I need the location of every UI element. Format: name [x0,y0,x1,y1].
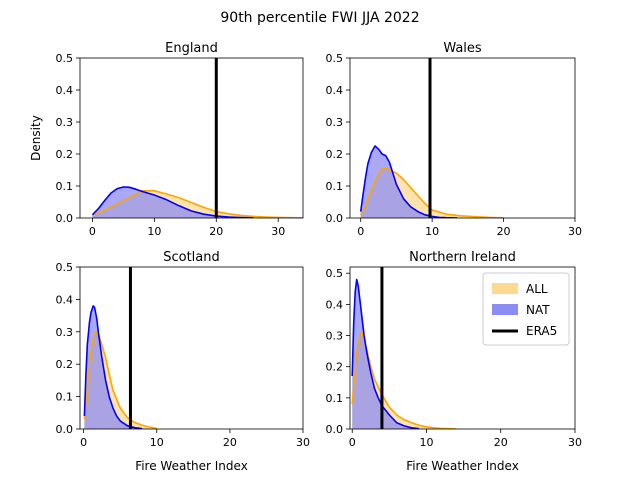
subplot-title: Northern Ireland [409,250,516,265]
y-tick-label: 0.0 [326,423,344,436]
x-tick-label: 30 [296,436,310,449]
y-tick-label: 0.5 [56,261,74,274]
density-line-all [360,167,504,218]
y-tick-label: 0.3 [326,116,344,129]
subplot-scotland: 0 10 20 30 0.0 0.1 0.2 0.3 0.4 0.5 Scotland Fire We… [56,250,311,473]
x-tick-label: 0 [80,436,87,449]
density-line-all [83,330,157,429]
y-tick-label: 0.3 [326,330,344,343]
legend-label-era5: ERA5 [526,324,557,338]
y-tick-label: 0.1 [326,392,344,405]
x-tick-label: 30 [568,225,582,238]
density-line-nat [91,186,254,218]
subplot-wales: 0 10 20 30 0.0 0.1 0.2 0.3 0.4 0.5 Wales [326,41,583,238]
x-tick-label: 30 [568,436,582,449]
subplot-title: Scotland [163,250,220,265]
y-tick-label: 0.4 [326,84,344,97]
x-tick-label: 10 [150,436,164,449]
y-tick-label: 0.0 [56,423,74,436]
y-tick-label: 0.4 [56,84,74,97]
y-tick-label: 0.2 [326,361,344,374]
y-tick-label: 0.2 [326,148,344,161]
legend-label-all: ALL [526,282,548,296]
axes-frame [79,266,304,430]
y-tick-label: 0.2 [56,358,74,371]
x-tick-label: 20 [494,436,508,449]
y-tick-label: 0.1 [326,180,344,193]
x-tick-label: 0 [89,225,96,238]
subplot-grid: 0 10 20 300.00.10.20.30.40.5EnglandDensity0… [29,41,582,473]
x-tick-label: 30 [271,225,285,238]
y-axis-label: Density [29,115,43,161]
y-tick-label: 0.0 [56,212,74,225]
x-axis-label: Fire Weather Index [135,459,248,473]
density-line-all [351,331,457,429]
y-tick-label: 0.4 [56,293,74,306]
figure-suptitle: 90th percentile FWI JJA 2022 [220,10,419,26]
axes-frame [349,266,576,430]
x-tick-label: 20 [209,225,223,238]
x-tick-label: 10 [147,225,161,238]
density-fill-nat [352,279,420,429]
y-tick-label: 0.1 [56,180,74,193]
density-line-all [92,190,303,218]
legend-label-nat: NAT [526,303,550,317]
legend: ALL NAT ERA5 [482,272,570,346]
y-tick-label: 0.3 [56,326,74,339]
x-axis-label: Fire Weather Index [406,459,519,473]
y-tick-label: 0.0 [326,212,344,225]
y-tick-label: 0.4 [326,298,344,311]
subplot-england: 0 10 20 30 0.0 0.1 0.2 0.3 0.4 0.5 England Density [29,41,304,238]
y-tick-label: 0.3 [56,116,74,129]
x-tick-label: 10 [419,436,433,449]
legend-swatch-all [492,283,518,294]
x-tick-label: 20 [223,436,237,449]
x-tick-label: 0 [349,436,356,449]
y-tick-label: 0.5 [56,52,74,65]
y-tick-label: 0.5 [326,52,344,65]
axes-frame [79,57,304,219]
density-fill-nat [360,146,458,218]
density-line-nat [351,278,420,429]
legend-swatch-nat [492,304,518,315]
subplot-title: England [165,41,218,56]
axes-frame [349,57,576,219]
y-tick-label: 0.5 [326,267,344,280]
subplot-northern-ireland: 0 10 20 30 0.0 0.1 0.2 0.3 0.4 0.5 Northern Irelan… [326,250,583,473]
x-tick-label: 20 [497,225,511,238]
density-line-nat [83,305,143,429]
y-tick-label: 0.2 [56,148,74,161]
x-tick-label: 0 [357,225,364,238]
x-tick-label: 10 [425,225,439,238]
y-tick-label: 0.1 [56,391,74,404]
subplot-title: Wales [443,41,482,56]
